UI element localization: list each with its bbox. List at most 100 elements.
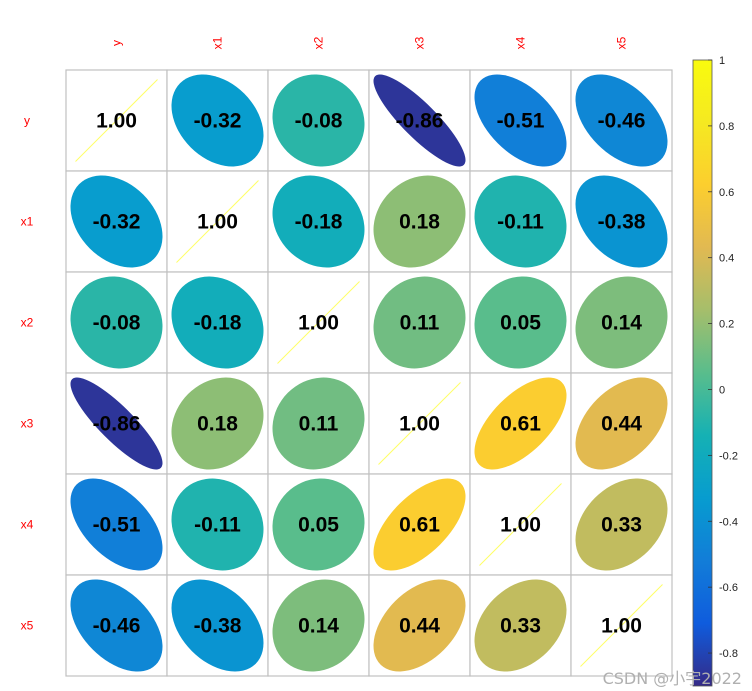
colorbar-tick-label: -0.4 (719, 516, 738, 528)
colorbar-tick-label: 0.6 (719, 187, 734, 199)
ellipse-x1-x5 (575, 175, 668, 268)
ellipse-x5-x2 (272, 579, 365, 672)
matrix-grid (65, 69, 673, 677)
value-label-x5-x3: 0.44 (399, 615, 440, 638)
diagonal-line-x2 (277, 281, 360, 364)
ellipse-x1-x3 (373, 175, 466, 268)
diagonal-line-x4 (479, 483, 562, 566)
value-label-x2-x5: 0.14 (601, 312, 642, 335)
ellipse-x3-x1 (171, 377, 264, 470)
value-label-x4-x4: 1.00 (500, 514, 541, 537)
value-label-x3-x4: 0.61 (500, 413, 541, 436)
value-label-x3-x1: 0.18 (197, 413, 238, 436)
value-label-x2-x1: -0.18 (194, 312, 242, 335)
colorbar-tick-label: 1 (719, 55, 725, 67)
ellipse-x3-x5 (575, 377, 668, 470)
variable-labels: y y x1 x1 x2 x2 x3 x3 x4 x4 x5 x5 (21, 36, 629, 632)
value-label-y-x1: -0.32 (194, 110, 242, 133)
value-label-y-y: 1.00 (96, 110, 137, 133)
value-label-y-x4: -0.51 (497, 110, 545, 133)
ellipse-x5-y (70, 579, 163, 672)
col-label-x2: x2 (312, 36, 326, 49)
col-label-x3: x3 (413, 36, 427, 49)
ellipse-x2-x4 (474, 276, 567, 369)
ellipse-x4-x5 (575, 478, 668, 571)
ellipse-x4-x2 (272, 478, 365, 571)
matrix-cells: 1.00 -0.32 -0.08 -0.86 -0.51 -0.46 -0.32 1.00 -0… (70, 74, 668, 672)
diagonal-line-x5 (580, 584, 663, 667)
value-label-x2-x2: 1.00 (298, 312, 339, 335)
colorbar-tick-label: -0.6 (719, 582, 738, 594)
ellipse-x1-x4 (474, 175, 567, 268)
ellipse-x3-y (70, 377, 163, 470)
colorbar-gradient (692, 59, 713, 687)
colorbar: 1 0.8 0.6 0.4 0.2 0 -0.2 -0.4 -0.6 -0.8 (692, 55, 738, 687)
colorbar-tick-label: -0.8 (719, 648, 738, 660)
ellipse-x3-x4 (474, 377, 567, 470)
diagonal-line-x3 (378, 382, 461, 465)
value-label-x4-y: -0.51 (93, 514, 141, 537)
value-label-x1-x4: -0.11 (497, 211, 544, 234)
colorbar-tick-label: 0 (719, 384, 725, 396)
value-label-x3-x5: 0.44 (601, 413, 642, 436)
value-label-x1-x5: -0.38 (598, 211, 646, 234)
colorbar-tick-label: -0.2 (719, 450, 738, 462)
ellipse-x5-x3 (373, 579, 466, 672)
ellipse-x1-y (70, 175, 163, 268)
value-label-x5-x5: 1.00 (601, 615, 642, 638)
ellipse-x2-x1 (171, 276, 264, 369)
colorbar-tick-label: 0.8 (719, 121, 734, 133)
colorbar-tick-label: 0.4 (719, 253, 734, 265)
ellipse-x5-x1 (171, 579, 264, 672)
value-label-x4-x1: -0.11 (194, 514, 241, 537)
col-label-x4: x4 (514, 36, 528, 49)
value-label-x3-x3: 1.00 (399, 413, 440, 436)
ellipse-x2-x3 (373, 276, 466, 369)
value-label-x1-y: -0.32 (93, 211, 141, 234)
ellipse-x5-x4 (474, 579, 567, 672)
value-label-x5-y: -0.46 (93, 615, 141, 638)
row-label-x5: x5 (21, 619, 34, 633)
value-label-x4-x3: 0.61 (399, 514, 440, 537)
value-label-x1-x2: -0.18 (295, 211, 343, 234)
ellipse-y-x1 (171, 74, 264, 167)
diagonal-line-y (75, 79, 158, 162)
col-label-x1: x1 (211, 36, 225, 49)
colorbar-tick-label: 0.2 (719, 319, 734, 331)
ellipse-x2-x5 (575, 276, 668, 369)
value-label-y-x3: -0.86 (396, 110, 444, 133)
row-label-x1: x1 (21, 215, 34, 229)
value-label-x3-y: -0.86 (93, 413, 141, 436)
col-label-y: y (110, 40, 124, 46)
value-label-x2-y: -0.08 (93, 312, 141, 335)
ellipse-y-x3 (373, 74, 466, 167)
value-label-x4-x2: 0.05 (298, 514, 339, 537)
row-label-x2: x2 (21, 316, 34, 330)
ellipse-x4-x3 (373, 478, 466, 571)
value-label-x5-x2: 0.14 (298, 615, 339, 638)
value-label-x4-x5: 0.33 (601, 514, 642, 537)
value-label-x1-x3: 0.18 (399, 211, 440, 234)
ellipse-x1-x2 (272, 175, 365, 268)
value-label-y-x2: -0.08 (295, 110, 343, 133)
row-label-y: y (24, 114, 30, 128)
value-label-x2-x4: 0.05 (500, 312, 541, 335)
row-label-x4: x4 (21, 518, 34, 532)
ellipse-y-x4 (474, 74, 567, 167)
ellipse-x3-x2 (272, 377, 365, 470)
diagonal-line-x1 (176, 180, 259, 263)
col-label-x5: x5 (615, 36, 629, 49)
value-label-x2-x3: 0.11 (400, 312, 440, 335)
value-label-y-x5: -0.46 (598, 110, 646, 133)
value-label-x5-x4: 0.33 (500, 615, 541, 638)
ellipse-y-x2 (272, 74, 365, 167)
value-label-x5-x1: -0.38 (194, 615, 242, 638)
ellipse-x4-y (70, 478, 163, 571)
value-label-x3-x2: 0.11 (299, 413, 339, 436)
ellipse-x4-x1 (171, 478, 264, 571)
ellipse-y-x5 (575, 74, 668, 167)
row-label-x3: x3 (21, 417, 34, 431)
ellipse-x2-y (70, 276, 163, 369)
value-label-x1-x1: 1.00 (197, 211, 238, 234)
